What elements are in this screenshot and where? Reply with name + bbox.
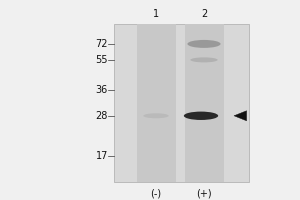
Text: (+): (+) [196, 189, 212, 199]
Text: 36: 36 [96, 85, 108, 95]
Text: 17: 17 [96, 151, 108, 161]
FancyBboxPatch shape [136, 24, 176, 182]
Polygon shape [234, 111, 247, 121]
FancyBboxPatch shape [184, 24, 224, 182]
Ellipse shape [143, 113, 169, 118]
Ellipse shape [190, 57, 218, 62]
Text: 28: 28 [96, 111, 108, 121]
Text: 1: 1 [153, 9, 159, 19]
Text: 72: 72 [95, 39, 108, 49]
Text: 55: 55 [95, 55, 108, 65]
Ellipse shape [184, 112, 218, 120]
Ellipse shape [188, 40, 220, 48]
Text: (-): (-) [150, 189, 162, 199]
FancyBboxPatch shape [114, 24, 249, 182]
Text: 2: 2 [201, 9, 207, 19]
